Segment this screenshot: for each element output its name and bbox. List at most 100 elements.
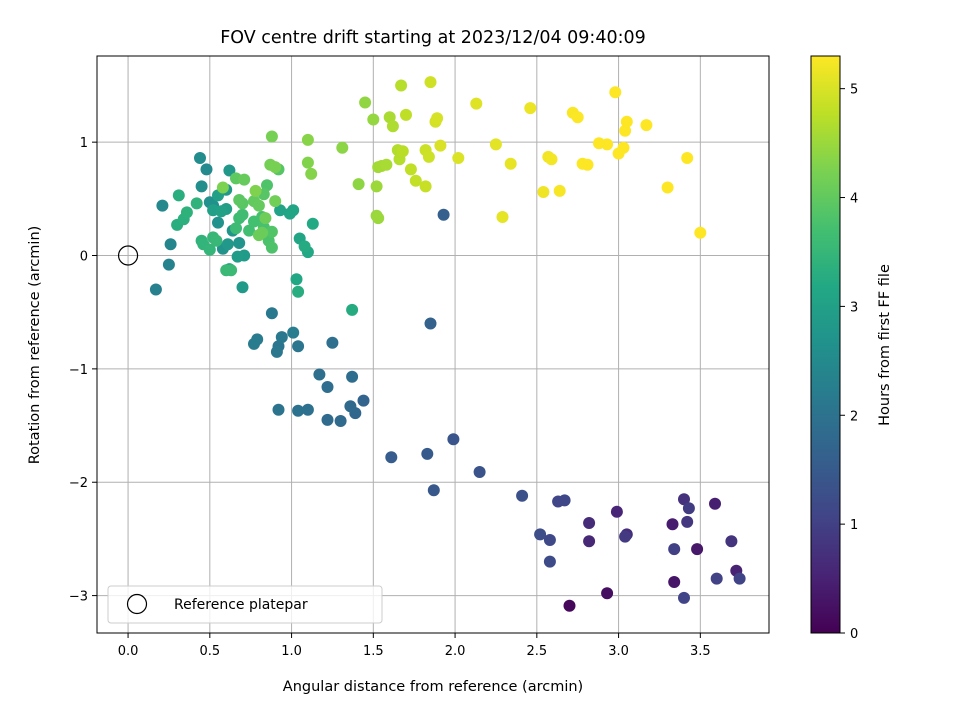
data-point: [404, 163, 417, 176]
data-point: [265, 130, 278, 143]
data-point: [422, 150, 435, 163]
data-point: [661, 181, 674, 194]
data-point: [543, 555, 556, 568]
data-point: [367, 113, 380, 126]
data-point: [252, 199, 265, 212]
data-point: [200, 163, 213, 176]
data-point: [172, 189, 185, 202]
data-point: [489, 138, 502, 151]
data-point: [210, 234, 223, 247]
data-point: [233, 194, 246, 206]
data-point: [357, 394, 370, 407]
colorbar-label: Hours from first FF file: [877, 264, 893, 426]
data-point: [164, 238, 177, 251]
data-point: [396, 145, 409, 158]
data-point: [346, 303, 359, 316]
data-point: [383, 111, 396, 124]
data-point: [380, 158, 393, 171]
data-point: [470, 97, 483, 110]
y-axis-ticks: −3 −2 −1 0 1: [69, 136, 97, 605]
data-point: [274, 204, 287, 217]
data-point: [400, 108, 412, 121]
data-point: [610, 505, 623, 518]
x-tick-label: 0.5: [199, 644, 220, 659]
data-point: [534, 528, 547, 541]
data-point: [691, 543, 704, 556]
data-point: [195, 180, 208, 193]
x-axis-label: Angular distance from reference (arcmin): [283, 679, 583, 695]
data-point: [452, 152, 465, 164]
data-point: [236, 208, 249, 221]
data-point: [301, 156, 314, 169]
x-tick-label: 1.0: [281, 644, 302, 659]
data-point: [249, 184, 262, 197]
colorbar-tick-label: 3: [850, 300, 858, 315]
data-points: [117, 76, 746, 612]
legend: Reference platepar: [107, 585, 383, 624]
data-point: [321, 413, 334, 426]
data-point: [601, 138, 614, 151]
data-point: [710, 572, 723, 585]
data-point: [668, 576, 681, 588]
colorbar-ticks: 0 1 2 3 4 5: [840, 83, 858, 642]
data-point: [581, 158, 594, 171]
data-point: [409, 174, 422, 187]
colorbar-tick-label: 0: [850, 627, 858, 642]
data-point: [473, 466, 486, 478]
data-point: [292, 340, 305, 353]
x-tick-label: 3.5: [690, 644, 711, 659]
data-point: [395, 79, 408, 92]
y-tick-label: −3: [69, 590, 88, 605]
data-point: [619, 530, 632, 543]
data-point: [203, 243, 216, 256]
data-point: [265, 225, 278, 238]
data-point: [678, 493, 690, 506]
y-tick-label: −1: [69, 363, 88, 378]
data-point: [346, 370, 359, 383]
data-point: [290, 273, 303, 286]
data-point: [298, 240, 311, 253]
colorbar-gradient: [810, 55, 841, 634]
data-point: [275, 331, 288, 344]
data-point: [269, 195, 282, 208]
data-point: [524, 102, 537, 115]
data-point: [238, 173, 251, 186]
data-point: [437, 208, 450, 221]
data-point: [149, 283, 162, 296]
data-point: [326, 336, 339, 349]
data-point: [427, 484, 440, 497]
data-point: [583, 517, 596, 529]
data-point: [504, 157, 517, 170]
data-point: [545, 153, 558, 166]
data-point: [162, 258, 175, 271]
data-point: [225, 264, 238, 277]
data-point: [334, 415, 347, 427]
data-point: [292, 404, 305, 417]
chart-title: FOV centre drift starting at 2023/12/04 …: [220, 28, 646, 48]
data-point: [259, 212, 272, 225]
data-point: [620, 115, 633, 128]
data-point: [496, 211, 509, 223]
data-point: [223, 164, 236, 177]
data-point: [516, 489, 529, 502]
x-tick-label: 0.0: [118, 644, 139, 659]
data-point: [666, 518, 679, 531]
x-tick-label: 2.5: [526, 644, 547, 659]
colorbar-tick-label: 5: [850, 83, 858, 98]
data-point: [609, 86, 622, 99]
data-point: [617, 141, 630, 154]
data-point: [301, 133, 314, 146]
data-point: [243, 224, 256, 237]
data-point: [233, 237, 246, 249]
data-point: [301, 403, 314, 416]
x-tick-label: 1.5: [363, 644, 384, 659]
data-point: [313, 368, 326, 381]
data-point: [558, 494, 571, 507]
data-point: [725, 535, 738, 548]
data-point: [681, 152, 694, 164]
data-point: [230, 222, 242, 235]
data-point: [385, 451, 398, 464]
data-point: [583, 535, 596, 548]
data-point: [678, 591, 690, 604]
data-point: [563, 599, 576, 612]
